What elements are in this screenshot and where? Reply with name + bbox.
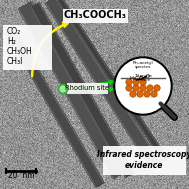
Circle shape — [130, 91, 136, 97]
Circle shape — [154, 85, 160, 91]
Circle shape — [140, 85, 146, 91]
Text: CO₂: CO₂ — [7, 26, 21, 36]
Text: 20  nm: 20 nm — [8, 171, 34, 180]
Circle shape — [116, 59, 170, 113]
Text: C: C — [139, 77, 143, 81]
Circle shape — [151, 91, 157, 97]
FancyBboxPatch shape — [2, 25, 51, 70]
Text: H₂: H₂ — [7, 36, 16, 46]
Circle shape — [133, 79, 139, 85]
Text: Rhodium site: Rhodium site — [65, 85, 109, 91]
FancyBboxPatch shape — [67, 83, 108, 94]
Text: CH₃OH: CH₃OH — [7, 46, 33, 56]
Circle shape — [140, 79, 146, 85]
Circle shape — [144, 91, 150, 97]
Circle shape — [137, 91, 143, 97]
Text: H₃C: H₃C — [129, 77, 139, 81]
Circle shape — [133, 85, 139, 91]
Text: CH₃I: CH₃I — [7, 57, 23, 66]
Circle shape — [114, 57, 172, 115]
Text: Infrared spectroscopy
evidence: Infrared spectroscopy evidence — [97, 150, 189, 170]
Circle shape — [126, 85, 132, 91]
Text: Titanate
surface: Titanate surface — [134, 74, 152, 82]
Text: O: O — [146, 74, 150, 78]
Circle shape — [126, 79, 132, 85]
Text: Rh-acetyl
species: Rh-acetyl species — [133, 61, 153, 69]
Circle shape — [59, 84, 67, 94]
FancyBboxPatch shape — [102, 146, 185, 174]
Circle shape — [147, 85, 153, 91]
Text: CH₃COOCH₃: CH₃COOCH₃ — [64, 10, 126, 20]
FancyBboxPatch shape — [63, 9, 128, 22]
